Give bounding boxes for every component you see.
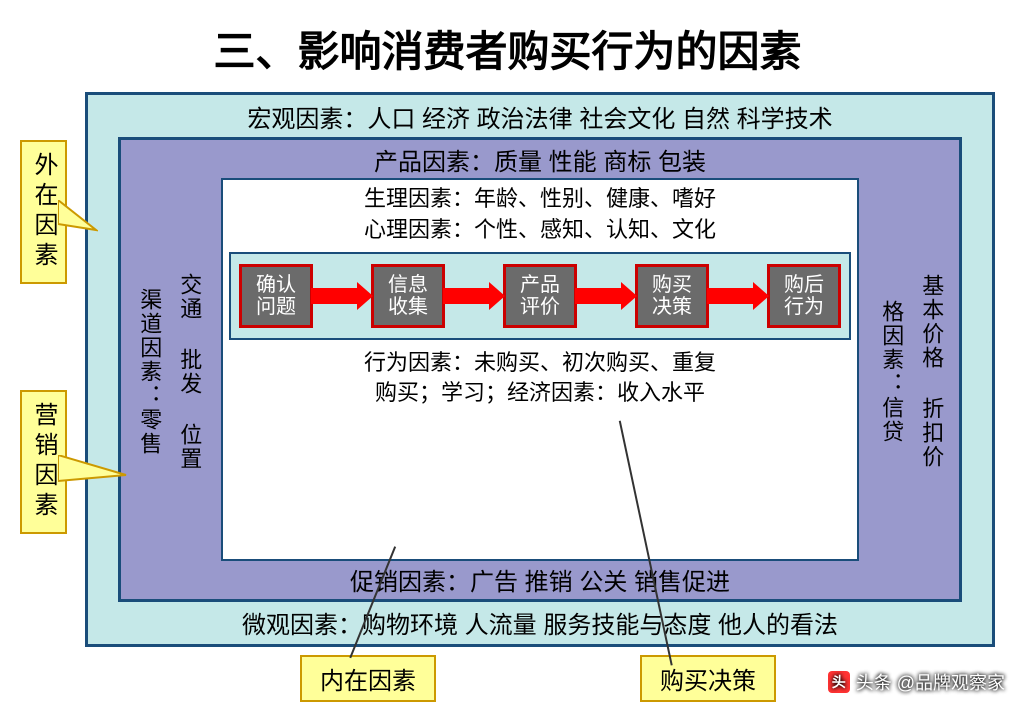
physio-line2: 心理因素：个性、感知、认知、文化 bbox=[229, 215, 851, 246]
label-decision: 购买决策 bbox=[640, 655, 776, 702]
marketing-frame: 产品因素：质量 性能 商标 包装 渠道因素：零售 交通 批发 位置 格因素：信贷… bbox=[118, 137, 962, 602]
physio-factors: 生理因素：年龄、性别、健康、嗜好 心理因素：个性、感知、认知、文化 bbox=[229, 184, 851, 246]
behavior-factors: 行为因素：未购买、初次购买、重复 购买；学习；经济因素：收入水平 bbox=[229, 346, 851, 412]
arrow-icon bbox=[443, 282, 505, 310]
arrow-icon bbox=[575, 282, 637, 310]
price-col2: 基本价格 折扣价 bbox=[918, 274, 944, 469]
channel-factors: 渠道因素：零售 交通 批发 位置 bbox=[129, 184, 209, 559]
page-title: 三、影响消费者购买行为的因素 bbox=[0, 0, 1015, 89]
source-icon: 头 bbox=[828, 671, 850, 693]
physio-line1: 生理因素：年龄、性别、健康、嗜好 bbox=[229, 184, 851, 215]
step-3: 产品评价 bbox=[503, 264, 577, 328]
step-2: 信息收集 bbox=[371, 264, 445, 328]
internal-frame: 生理因素：年龄、性别、健康、嗜好 心理因素：个性、感知、认知、文化 确认问题 信… bbox=[221, 178, 859, 561]
price-factors: 格因素：信贷 基本价格 折扣价 bbox=[871, 184, 951, 559]
attribution-text: 头条 @品牌观察家 bbox=[856, 669, 1005, 695]
step-5: 购后行为 bbox=[767, 264, 841, 328]
product-factors: 产品因素：质量 性能 商标 包装 bbox=[121, 142, 959, 177]
channel-col2: 交通 批发 位置 bbox=[176, 273, 202, 471]
outer-frame: 宏观因素：人口 经济 政治法律 社会文化 自然 科学技术 产品因素：质量 性能 … bbox=[85, 92, 995, 647]
arrow-icon bbox=[311, 282, 373, 310]
step-4: 购买决策 bbox=[635, 264, 709, 328]
arrow-icon bbox=[707, 282, 769, 310]
callout-tail-icon bbox=[58, 455, 128, 495]
promo-factors: 促销因素：广告 推销 公关 销售促进 bbox=[121, 562, 959, 597]
channel-col1: 渠道因素：零售 bbox=[136, 288, 162, 456]
price-col1: 格因素：信贷 bbox=[878, 300, 904, 444]
micro-factors: 微观因素：购物环境 人流量 服务技能与态度 他人的看法 bbox=[88, 605, 992, 640]
label-internal: 内在因素 bbox=[300, 655, 436, 702]
behavior-line1: 行为因素：未购买、初次购买、重复 bbox=[237, 348, 843, 379]
step-1: 确认问题 bbox=[239, 264, 313, 328]
behavior-line2: 购买；学习；经济因素：收入水平 bbox=[237, 378, 843, 409]
callout-tail-icon bbox=[58, 200, 98, 240]
attribution: 头 头条 @品牌观察家 bbox=[828, 669, 1005, 695]
macro-factors: 宏观因素：人口 经济 政治法律 社会文化 自然 科学技术 bbox=[88, 99, 992, 134]
decision-process: 确认问题 信息收集 产品评价 购买决策 购后行为 bbox=[229, 252, 851, 340]
